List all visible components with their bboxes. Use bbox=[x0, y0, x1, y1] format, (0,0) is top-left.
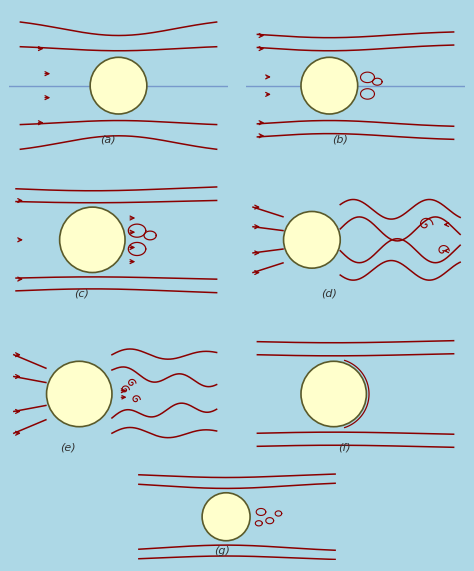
Text: (a): (a) bbox=[100, 134, 115, 144]
Circle shape bbox=[46, 361, 112, 427]
Circle shape bbox=[301, 57, 358, 114]
Text: (e): (e) bbox=[61, 443, 76, 453]
Circle shape bbox=[202, 493, 250, 541]
Circle shape bbox=[60, 207, 125, 272]
Text: (g): (g) bbox=[214, 546, 230, 556]
Text: (f): (f) bbox=[338, 443, 351, 453]
Circle shape bbox=[90, 57, 147, 114]
Text: (c): (c) bbox=[74, 288, 89, 299]
Circle shape bbox=[283, 211, 340, 268]
Text: (d): (d) bbox=[321, 288, 337, 299]
Circle shape bbox=[301, 361, 366, 427]
Text: (b): (b) bbox=[332, 134, 348, 144]
